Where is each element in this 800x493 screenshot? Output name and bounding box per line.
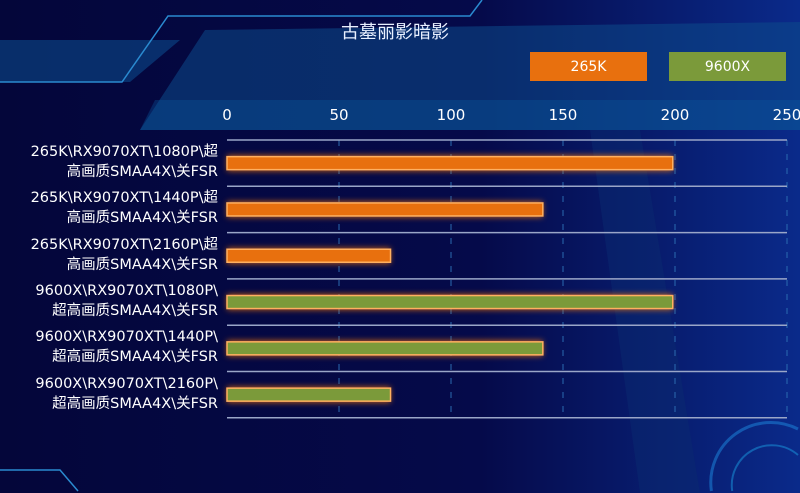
category-label-line: 9600X\RX9070XT\2160P\ xyxy=(35,375,218,392)
chart-title: 古墓丽影暗影 xyxy=(341,22,449,43)
category-label: 9600X\RX9070XT\1440P\ 超高画质SMAA4X\关FSR xyxy=(0,327,218,367)
legend-265k: 265K xyxy=(530,52,647,81)
category-label-line: 高画质SMAA4X\关FSR xyxy=(66,256,218,273)
bar-9600x-4 xyxy=(226,341,544,356)
category-label-line: 高画质SMAA4X\关FSR xyxy=(66,164,218,181)
x-tick-label: 100 xyxy=(436,106,466,124)
bar-9600x-5 xyxy=(226,387,392,402)
category-label: 265K\RX9070XT\2160P\超高画质SMAA4X\关FSR xyxy=(0,235,218,275)
category-label: 9600X\RX9070XT\2160P\ 超高画质SMAA4X\关FSR xyxy=(0,374,218,414)
bar-265k-2 xyxy=(226,248,392,263)
legend-9600x: 9600X xyxy=(669,52,786,81)
category-label: 265K\RX9070XT\1440P\超高画质SMAA4X\关FSR xyxy=(0,188,218,228)
category-label-line: 265K\RX9070XT\1080P\超 xyxy=(30,144,218,161)
category-label-line: 超高画质SMAA4X\关FSR xyxy=(52,395,218,412)
category-label-line: 265K\RX9070XT\2160P\超 xyxy=(30,236,218,253)
x-tick-label: 0 xyxy=(222,106,232,124)
x-tick-label: 150 xyxy=(548,106,578,124)
x-tick-label: 200 xyxy=(660,106,690,124)
category-label-line: 9600X\RX9070XT\1080P\ xyxy=(35,283,218,300)
category-label-line: 9600X\RX9070XT\1440P\ xyxy=(35,329,218,346)
category-label: 9600X\RX9070XT\1080P\ 超高画质SMAA4X\关FSR xyxy=(0,281,218,321)
category-label-line: 超高画质SMAA4X\关FSR xyxy=(52,303,218,320)
bar-265k-1 xyxy=(226,202,544,217)
category-label-line: 超高画质SMAA4X\关FSR xyxy=(52,349,218,366)
bar-265k-0 xyxy=(226,155,674,171)
category-label-line: 265K\RX9070XT\1440P\超 xyxy=(30,190,218,207)
category-label: 265K\RX9070XT\1080P\超高画质SMAA4X\关FSR xyxy=(0,142,218,182)
category-label-line: 高画质SMAA4X\关FSR xyxy=(66,210,218,227)
x-tick-label: 250 xyxy=(772,106,800,124)
bar-9600x-3 xyxy=(226,294,674,310)
x-tick-label: 50 xyxy=(329,106,349,124)
